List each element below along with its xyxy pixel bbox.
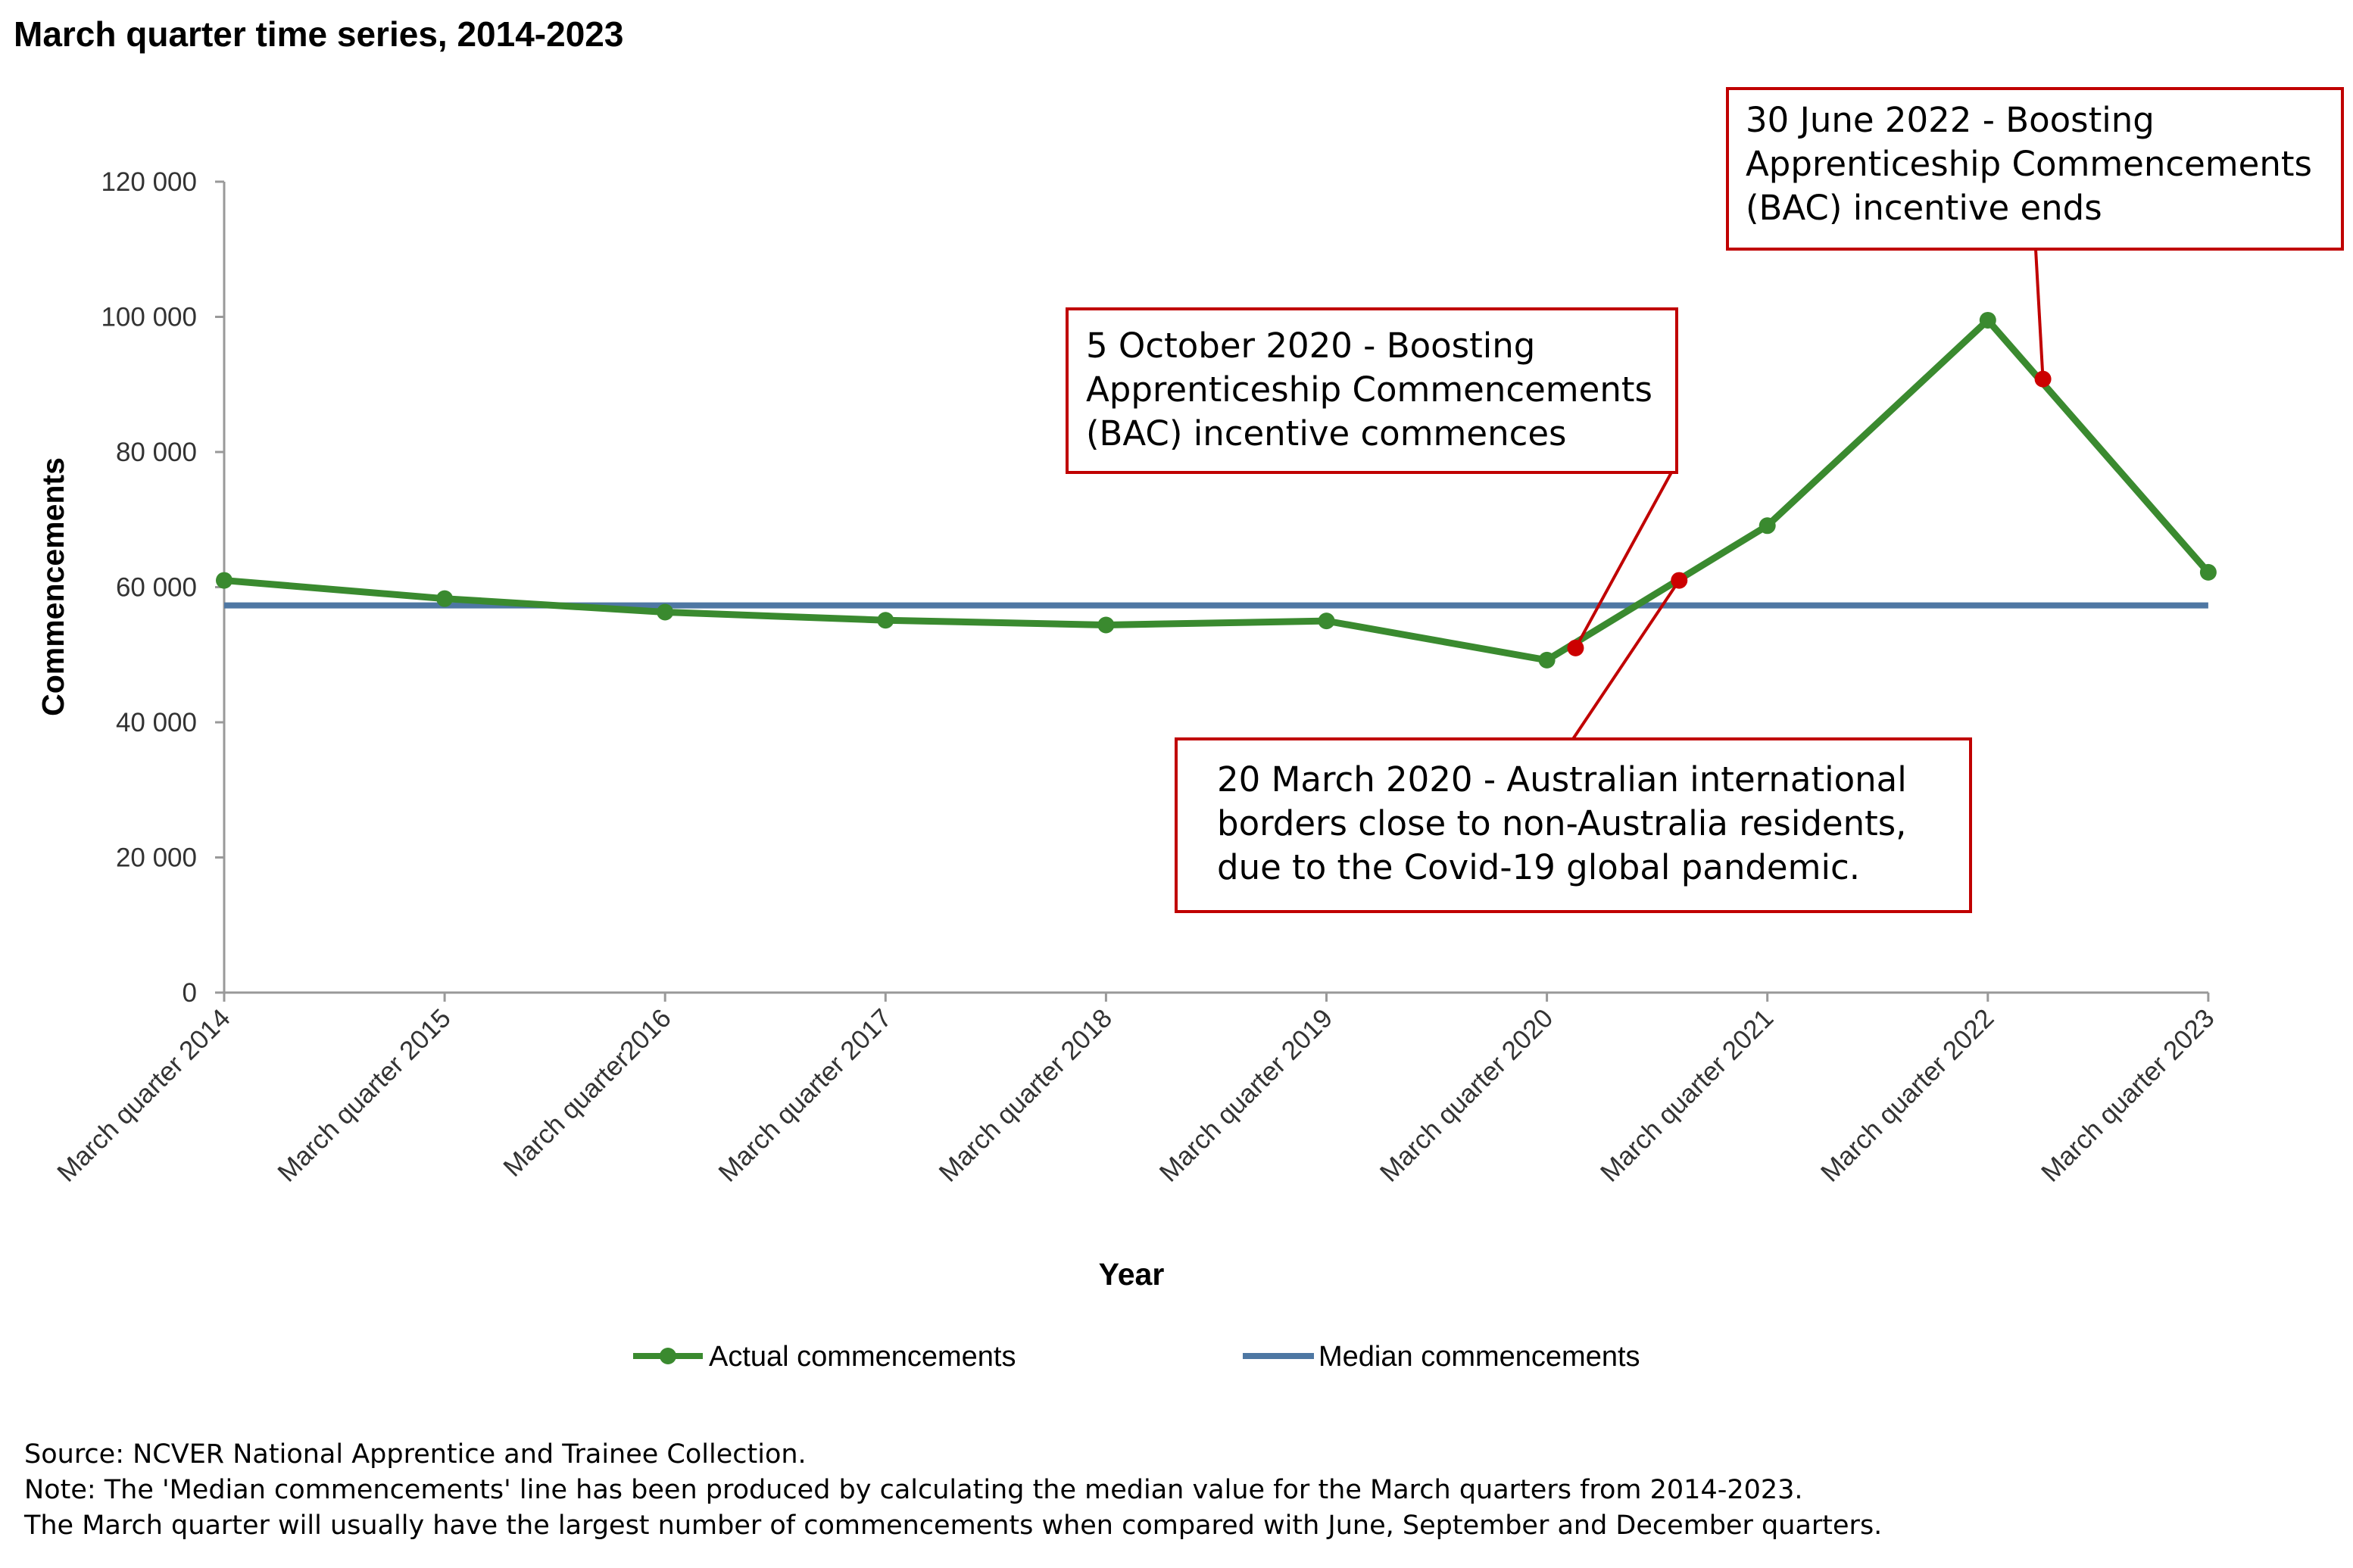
actual-commencements-point (2199, 563, 2217, 581)
annotation-text-line: (BAC) incentive ends (1746, 188, 2102, 228)
annotation-text-line: Apprenticeship Commencements (1746, 144, 2312, 184)
x-tick-label: March quarter 2020 (1375, 1003, 1559, 1188)
y-tick-label: 100 000 (101, 303, 197, 332)
annotation-text-line: due to the Covid-19 global pandemic. (1217, 847, 1860, 887)
annotation-text-line: Apprenticeship Commencements (1086, 369, 1652, 410)
x-tick-label: March quarter 2023 (2036, 1003, 2220, 1188)
footnote-note: Note: The 'Median commencements' line ha… (24, 1475, 1803, 1505)
annotation-text-line: borders close to non-Australia residents… (1217, 803, 1906, 843)
y-axis-title: Commencements (36, 457, 70, 716)
legend-label-actual: Actual commencements (709, 1341, 1016, 1373)
x-tick-label: March quarter 2014 (51, 1003, 236, 1188)
footnote-source: Source: NCVER National Apprentice and Tr… (24, 1439, 807, 1470)
x-tick-label: March quarter 2022 (1815, 1003, 2000, 1188)
legend-item-median: Median commencements (1243, 1341, 1640, 1373)
series-group (216, 311, 2217, 669)
x-tick-label: March quarter 2015 (272, 1003, 457, 1188)
x-tick-label: March quarter 2018 (933, 1003, 1118, 1188)
actual-commencements-point (216, 572, 232, 589)
y-tick-label: 120 000 (101, 167, 197, 197)
actual-commencements-point (1979, 311, 1996, 329)
actual-commencements-point (1759, 517, 1776, 535)
legend-marker-actual (660, 1348, 676, 1364)
actual-commencements-point (1318, 613, 1335, 630)
y-tick-label: 60 000 (116, 573, 197, 603)
y-axis: 0 20 000 40 000 60 000 80 000 100 000 120 000 (101, 167, 226, 1008)
x-tick-label: March quarter 2021 (1595, 1003, 1780, 1188)
actual-commencements-point (436, 590, 454, 607)
annotations: 5 October 2020 - BoostingApprenticeship … (1066, 87, 2344, 913)
x-axis-title: Year (1099, 1257, 1165, 1292)
annotation-box (1726, 87, 2344, 251)
annotation-text-line: 20 March 2020 - Australian international (1217, 759, 1907, 800)
legend-item-actual: Actual commencements (633, 1341, 1016, 1373)
x-tick-label: March quarter 2017 (713, 1003, 897, 1188)
actual-commencements-point (1538, 651, 1556, 669)
y-tick-label: 80 000 (116, 438, 197, 467)
x-tick-label: March quarter2016 (498, 1003, 677, 1183)
actual-commencements-point (877, 612, 894, 629)
footnote-march-quarter: The March quarter will usually have the … (23, 1510, 1882, 1541)
y-tick-label: 20 000 (116, 843, 197, 873)
annotation-leader (1574, 472, 1673, 649)
annotation-text-line: 30 June 2022 - Boosting (1746, 100, 2155, 140)
annotation-text-line: 5 October 2020 - Boosting (1086, 326, 1535, 366)
annotation-leader (2034, 248, 2045, 379)
chart-title: March quarter time series, 2014-2023 (14, 14, 623, 54)
actual-commencements-line (223, 316, 2211, 664)
legend-label-median: Median commencements (1318, 1341, 1640, 1373)
y-tick-label: 0 (183, 978, 197, 1008)
annotation-text-line: (BAC) incentive commences (1086, 413, 1566, 454)
annotation-leader (1571, 579, 1680, 740)
event-marker (1671, 572, 1688, 589)
annotation-box (1066, 307, 1678, 474)
y-tick-label: 40 000 (116, 708, 197, 737)
x-tick-label: March quarter 2019 (1154, 1003, 1339, 1188)
annotation-box (1175, 737, 1972, 913)
event-marker (2034, 370, 2052, 388)
actual-commencements-point (657, 603, 674, 621)
actual-commencements-point (1097, 616, 1115, 634)
footnotes: Source: NCVER National Apprentice and Tr… (23, 1439, 1882, 1541)
legend: Actual commencements Median commencement… (633, 1341, 1640, 1373)
event-marker (1567, 639, 1584, 656)
x-axis: March quarter 2014 March quarter 2015 Marc… (51, 991, 2220, 1188)
